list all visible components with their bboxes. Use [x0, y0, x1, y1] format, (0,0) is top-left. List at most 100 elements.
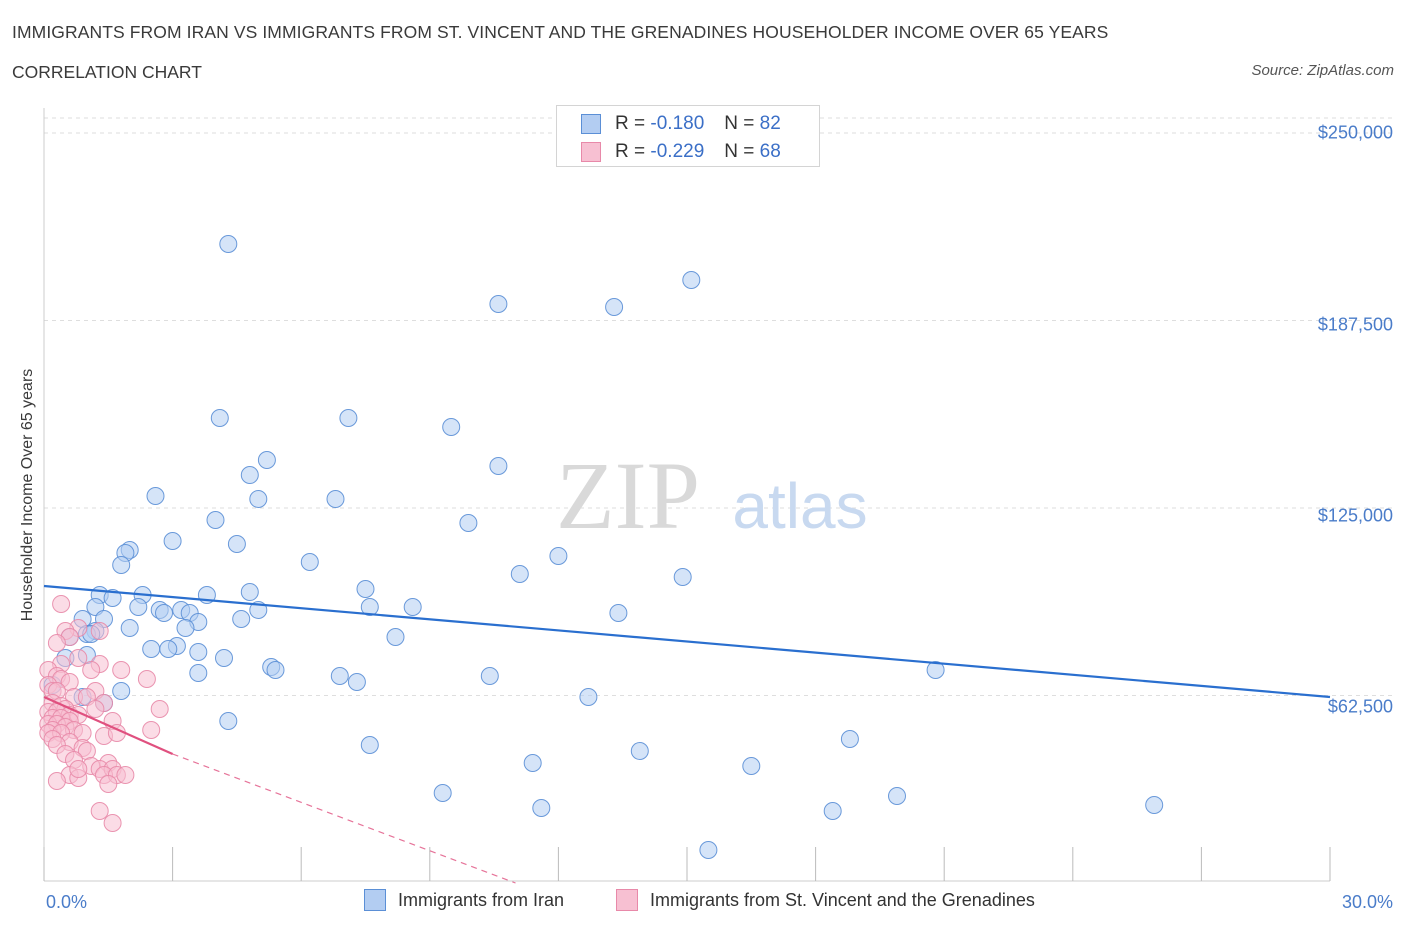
- svg-trend-line: [43, 695, 174, 756]
- legend-item-iran[interactable]: Immigrants from Iran: [364, 889, 564, 911]
- y-tick-label: $125,000: [1317, 505, 1393, 526]
- iran-point: [112, 682, 131, 700]
- stats-legend: R = -0.180 N = 82 R = -0.229 N = 68: [556, 105, 820, 167]
- iran-point: [249, 490, 268, 508]
- iran-point: [210, 409, 229, 427]
- legend-swatch-svg: [616, 889, 638, 911]
- watermark-atlas: atlas: [732, 470, 867, 542]
- stats-row-svg: R = -0.229 N = 68: [557, 140, 781, 164]
- iran-point: [459, 514, 478, 532]
- iran-point: [442, 418, 461, 436]
- svg-point: [116, 766, 135, 784]
- iran-point: [326, 490, 345, 508]
- iran-point: [386, 628, 405, 646]
- iran-point: [163, 532, 182, 550]
- chart-subtitle: CORRELATION CHART: [12, 62, 202, 82]
- iran-r-value: -0.180: [650, 113, 705, 134]
- iran-point: [609, 604, 628, 622]
- svg-point: [82, 661, 101, 679]
- iran-point: [360, 598, 379, 616]
- stats-row-iran: R = -0.180 N = 82: [557, 112, 781, 136]
- svg-point: [86, 700, 105, 718]
- iran-point: [356, 580, 375, 598]
- iran-point: [888, 787, 906, 805]
- n-label: N =: [724, 141, 755, 162]
- iran-point: [189, 643, 208, 661]
- iran-point: [330, 667, 349, 685]
- r-label: R =: [615, 113, 646, 134]
- x-tick-label-min: 0.0%: [46, 892, 88, 912]
- legend-label-svg: Immigrants from St. Vincent and the Gren…: [650, 889, 1035, 910]
- legend-item-svg[interactable]: Immigrants from St. Vincent and the Gren…: [616, 889, 1035, 911]
- svg-point: [47, 772, 66, 790]
- axes-layer: [43, 108, 1331, 882]
- iran-point: [129, 598, 148, 616]
- svg-trend-extension: [172, 753, 516, 884]
- iran-point: [360, 736, 379, 754]
- svg-point: [90, 622, 109, 640]
- watermark-zip: ZIP: [556, 442, 700, 549]
- trend-layer: [43, 584, 1331, 884]
- iran-n-value: 82: [759, 113, 781, 134]
- iran-point: [227, 535, 246, 553]
- iran-point: [219, 712, 238, 730]
- iran-point: [215, 649, 233, 667]
- points-layer: [39, 235, 1164, 859]
- svg-swatch: [581, 142, 601, 162]
- iran-point: [605, 298, 624, 316]
- svg-r-value: -0.229: [650, 141, 705, 162]
- svg-n-value: 68: [759, 141, 781, 162]
- iran-point: [630, 742, 649, 760]
- chart-title: IMMIGRANTS FROM IRAN VS IMMIGRANTS FROM …: [12, 22, 1109, 42]
- source-label: Source: ZipAtlas.com: [1251, 62, 1394, 79]
- iran-point: [257, 451, 276, 469]
- iran-point: [682, 271, 701, 289]
- iran-point: [146, 487, 165, 505]
- iran-point: [240, 466, 259, 484]
- iran-point: [219, 235, 238, 253]
- legend-label-iran: Immigrants from Iran: [398, 889, 565, 910]
- iran-trend-line: [43, 584, 1331, 699]
- iran-point: [159, 640, 178, 658]
- iran-point: [742, 757, 761, 775]
- svg-point: [47, 634, 66, 652]
- watermark: ZIP atlas: [556, 442, 868, 549]
- iran-point: [1145, 796, 1164, 814]
- iran-point: [579, 688, 598, 706]
- y-tick-label: $187,500: [1317, 314, 1393, 335]
- y-tick-label: $62,500: [1327, 696, 1393, 717]
- iran-point: [926, 661, 945, 679]
- iran-point: [112, 556, 131, 574]
- svg-point: [90, 802, 109, 820]
- iran-point: [120, 619, 139, 637]
- iran-point: [433, 784, 452, 802]
- iran-point: [523, 754, 542, 772]
- iran-point: [300, 553, 319, 571]
- iran-point: [480, 667, 499, 685]
- svg-point: [103, 814, 122, 832]
- svg-point: [142, 721, 161, 739]
- iran-point: [266, 661, 285, 679]
- legend-swatch-iran: [364, 889, 386, 911]
- iran-point: [510, 565, 529, 583]
- iran-point: [840, 730, 859, 748]
- grid-layer: [44, 117, 1392, 696]
- y-tick-label: $250,000: [1317, 122, 1393, 143]
- iran-swatch: [581, 114, 601, 134]
- iran-point: [240, 583, 259, 601]
- iran-point: [189, 664, 208, 682]
- iran-point: [403, 598, 422, 616]
- iran-point: [673, 568, 692, 586]
- iran-point: [176, 619, 195, 637]
- svg-point: [150, 700, 169, 718]
- iran-point: [532, 799, 551, 817]
- iran-point: [699, 841, 718, 859]
- iran-point: [103, 589, 122, 607]
- r-label: R =: [615, 141, 646, 162]
- svg-point: [52, 595, 71, 613]
- iran-point: [155, 604, 173, 622]
- svg-point: [99, 775, 118, 793]
- n-label: N =: [724, 113, 755, 134]
- iran-point: [489, 457, 508, 475]
